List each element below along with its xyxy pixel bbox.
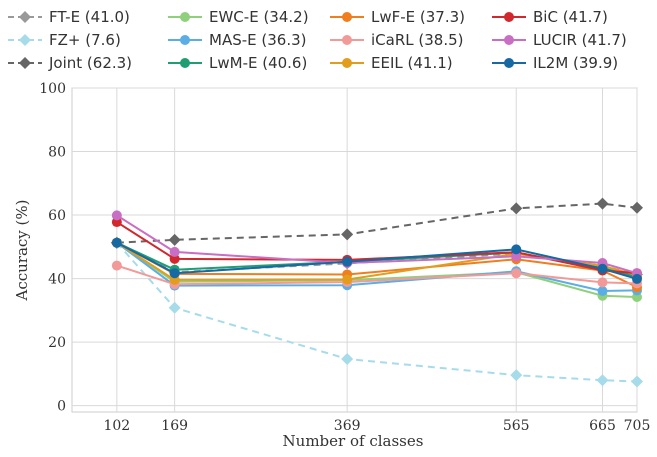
series-1: [110, 236, 643, 388]
x-tick-label: 665: [589, 418, 616, 434]
legend-item: LwF-E (37.3): [330, 8, 465, 26]
series-line: [116, 242, 638, 383]
legend-item: BiC (41.7): [492, 8, 608, 26]
x-tick-label: 705: [624, 418, 651, 434]
legend: FT-E (41.0) FZ+ (7.6) Joint (62.3) EWC-E (3…: [8, 8, 627, 72]
x-tick-label: 169: [161, 418, 188, 434]
legend-item: MAS-E (36.3): [168, 31, 307, 49]
data-point: [596, 374, 609, 387]
legend-item: IL2M (39.9): [492, 54, 618, 72]
data-point: [510, 369, 523, 382]
legend-marker: [342, 58, 352, 68]
y-tick-label: 40: [48, 272, 66, 288]
data-point: [631, 375, 643, 388]
legend-label: iCaRL (38.5): [371, 31, 463, 49]
data-point: [597, 285, 608, 296]
series-line: [116, 264, 638, 286]
legend-item: Joint (62.3): [8, 54, 132, 72]
legend-label: LwF-E (37.3): [371, 8, 465, 26]
legend-marker: [19, 11, 31, 23]
y-tick-label: 20: [48, 335, 66, 351]
y-tick-label: 0: [57, 399, 66, 415]
legend-label: IL2M (39.9): [533, 54, 618, 72]
legend-item: EWC-E (34.2): [168, 8, 309, 26]
series-line: [116, 241, 638, 281]
x-tick-label: 102: [103, 418, 130, 434]
data-point: [632, 273, 642, 284]
data-point: [111, 210, 122, 221]
grid-layer: [71, 87, 638, 413]
data-point: [169, 246, 180, 257]
y-tick-label: 100: [39, 81, 66, 97]
legend-label: LUCIR (41.7): [533, 31, 627, 49]
y-axis-title: Accuracy (%): [13, 199, 31, 301]
series-4: [111, 237, 642, 296]
series-line: [116, 214, 638, 275]
data-point: [111, 260, 122, 271]
y-tick-label: 60: [48, 208, 66, 224]
legend-item: LwM-E (40.6): [168, 54, 307, 72]
x-axis-title: Number of classes: [283, 432, 424, 450]
axis-layer: 0 20 40 60 80 100 102 169 369 565 665 705: [39, 81, 650, 434]
legend-label: FZ+ (7.6): [49, 31, 121, 49]
series-layer: [110, 197, 643, 388]
legend-marker: [180, 58, 190, 68]
legend-item: iCaRL (38.5): [330, 31, 463, 49]
legend-item: FT-E (41.0): [8, 8, 130, 26]
legend-marker: [504, 12, 514, 22]
series-line: [116, 241, 638, 299]
legend-marker: [180, 35, 190, 45]
data-point: [631, 201, 643, 214]
x-tick-label: 565: [503, 418, 530, 434]
legend-marker: [504, 35, 514, 45]
legend-item: FZ+ (7.6): [8, 31, 121, 49]
data-point: [511, 244, 522, 255]
series-line: [116, 202, 638, 244]
data-point: [169, 253, 180, 264]
legend-marker: [504, 58, 514, 68]
legend-label: LwM-E (40.6): [209, 54, 307, 72]
data-point: [168, 301, 181, 314]
series-2: [110, 197, 643, 249]
data-point: [342, 274, 353, 285]
legend-marker: [180, 12, 190, 22]
data-point: [510, 202, 523, 215]
data-point: [596, 197, 609, 210]
data-point: [597, 263, 608, 274]
data-point: [111, 237, 122, 248]
plot-frame: [71, 87, 638, 413]
legend-label: FT-E (41.0): [49, 8, 130, 26]
series-11: [111, 237, 642, 284]
legend-label: BiC (41.7): [533, 8, 608, 26]
legend-item: EEIL (41.1): [330, 54, 453, 72]
data-point: [168, 233, 181, 246]
legend-label: Joint (62.3): [48, 54, 132, 72]
legend-item: LUCIR (41.7): [492, 31, 627, 49]
data-point: [341, 352, 354, 365]
legend-label: EEIL (41.1): [371, 54, 453, 72]
data-point: [342, 256, 353, 267]
legend-marker: [19, 34, 31, 46]
y-tick-label: 80: [48, 145, 66, 161]
legend-marker: [19, 57, 31, 69]
data-point: [169, 268, 180, 279]
legend-marker: [342, 12, 352, 22]
data-point: [511, 268, 522, 279]
legend-label: MAS-E (36.3): [209, 31, 307, 49]
x-tick-label: 369: [334, 418, 361, 434]
data-point: [597, 277, 608, 288]
data-point: [511, 251, 522, 262]
legend-label: EWC-E (34.2): [209, 8, 309, 26]
legend-marker: [342, 35, 352, 45]
data-point: [341, 228, 354, 241]
series-line: [116, 241, 638, 280]
